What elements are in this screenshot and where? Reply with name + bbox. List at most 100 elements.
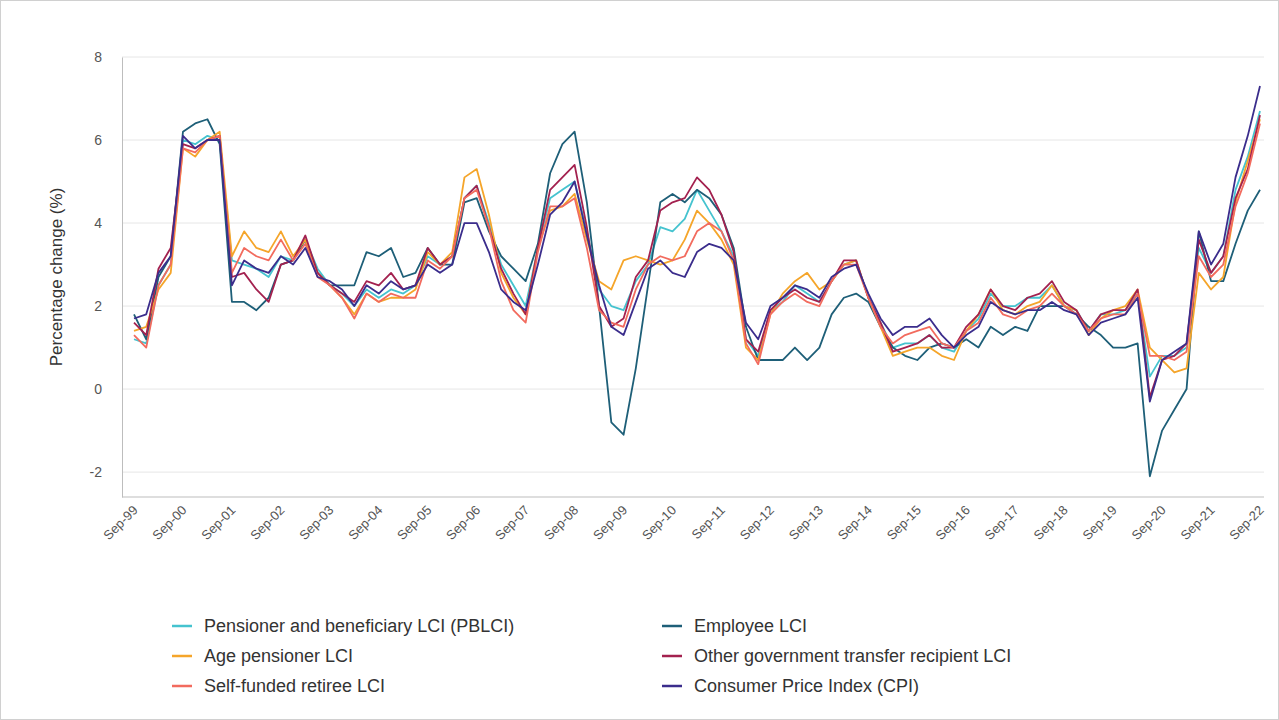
grid-line	[122, 306, 1264, 307]
x-tick-label: Sep-10	[639, 503, 679, 543]
x-tick-label: Sep-01	[198, 503, 238, 543]
x-tick-label: Sep-00	[149, 503, 189, 543]
x-tick: Sep-12	[737, 497, 777, 543]
x-axis: Sep-99Sep-00Sep-01Sep-02Sep-03Sep-04Sep-…	[100, 497, 1266, 543]
y-tick: 0	[94, 381, 122, 397]
grid-line	[122, 223, 1264, 224]
grid	[122, 57, 1264, 472]
y-tick-label: 4	[94, 215, 102, 231]
legend-swatch	[172, 685, 192, 688]
x-tick-label: Sep-08	[541, 503, 581, 543]
series-line	[134, 119, 1260, 476]
legend-swatch	[662, 625, 682, 628]
x-tick-label: Sep-13	[786, 503, 826, 543]
x-tick-label: Sep-19	[1080, 503, 1120, 543]
x-tick: Sep-14	[835, 497, 875, 543]
y-tick-label: 0	[94, 381, 102, 397]
x-tick-label: Sep-99	[100, 503, 140, 543]
x-tick: Sep-21	[1177, 497, 1217, 543]
x-tick: Sep-20	[1128, 497, 1168, 543]
y-axis: -2 0 2 4 6 8	[90, 49, 123, 498]
legend-label: Other government transfer recipient LCI	[694, 646, 1011, 666]
y-tick: 8	[94, 49, 122, 65]
y-axis-title: Percentage change (%)	[47, 188, 66, 367]
x-tick-label: Sep-09	[590, 503, 630, 543]
x-tick-label: Sep-06	[443, 503, 483, 543]
legend-item: Other government transfer recipient LCI	[662, 646, 1011, 666]
legend-swatch	[662, 655, 682, 658]
series-line	[134, 111, 1260, 377]
y-tick: -2	[90, 464, 122, 480]
x-tick-label: Sep-05	[394, 503, 434, 543]
y-tick: 4	[94, 215, 122, 231]
x-tick: Sep-13	[786, 497, 826, 543]
legend-swatch	[172, 655, 192, 658]
x-tick-label: Sep-22	[1226, 503, 1266, 543]
chart: -202468Sep-99Sep-00Sep-01Sep-02Sep-03Sep…	[0, 0, 1279, 720]
x-tick: Sep-00	[149, 497, 189, 543]
x-tick: Sep-18	[1031, 497, 1071, 543]
x-tick-label: Sep-21	[1177, 503, 1217, 543]
x-tick: Sep-15	[884, 497, 924, 543]
legend: Pensioner and beneficiary LCI (PBLCI) Emp…	[172, 616, 1011, 696]
legend-label: Consumer Price Index (CPI)	[694, 676, 919, 696]
x-tick-label: Sep-18	[1031, 503, 1071, 543]
y-tick-label: 6	[94, 132, 102, 148]
x-tick: Sep-22	[1226, 497, 1266, 543]
x-tick-label: Sep-03	[296, 503, 336, 543]
grid-line	[122, 140, 1264, 141]
x-tick-label: Sep-02	[247, 503, 287, 543]
x-tick: Sep-05	[394, 497, 434, 543]
y-axis-line	[122, 58, 123, 498]
x-tick: Sep-06	[443, 497, 483, 543]
legend-label: Age pensioner LCI	[204, 646, 353, 666]
legend-item: Employee LCI	[662, 616, 807, 636]
series-line	[134, 119, 1260, 372]
x-axis-line	[122, 497, 1264, 498]
y-tick-label: -2	[90, 464, 103, 480]
x-tick: Sep-07	[492, 497, 532, 543]
x-tick-label: Sep-16	[933, 503, 973, 543]
legend-swatch	[662, 685, 682, 688]
x-tick: Sep-08	[541, 497, 581, 543]
x-tick-label: Sep-04	[345, 503, 385, 543]
x-tick-label: Sep-14	[835, 503, 875, 543]
legend-swatch	[172, 625, 192, 628]
x-tick: Sep-04	[345, 497, 385, 543]
x-tick: Sep-01	[198, 497, 238, 543]
x-tick-label: Sep-12	[737, 503, 777, 543]
x-tick-label: Sep-17	[982, 503, 1022, 543]
legend-label: Self-funded retiree LCI	[204, 676, 385, 696]
legend-item: Age pensioner LCI	[172, 646, 353, 666]
x-tick: Sep-19	[1080, 497, 1120, 543]
x-tick: Sep-10	[639, 497, 679, 543]
x-tick: Sep-17	[982, 497, 1022, 543]
grid-line	[122, 57, 1264, 58]
x-tick-label: Sep-11	[689, 503, 729, 543]
series-line	[134, 115, 1260, 397]
x-tick: Sep-09	[590, 497, 630, 543]
y-tick-label: 2	[94, 298, 102, 314]
series-line	[134, 86, 1260, 401]
x-tick: Sep-99	[100, 497, 140, 543]
legend-label: Employee LCI	[694, 616, 807, 636]
x-tick-label: Sep-20	[1128, 503, 1168, 543]
frame	[1, 1, 1279, 720]
y-tick-label: 8	[94, 49, 102, 65]
grid-line	[122, 472, 1264, 473]
x-tick-label: Sep-15	[884, 503, 924, 543]
x-tick: Sep-16	[933, 497, 973, 543]
x-tick: Sep-02	[247, 497, 287, 543]
legend-item: Pensioner and beneficiary LCI (PBLCI)	[172, 616, 514, 636]
plot-area	[134, 86, 1260, 476]
legend-item: Self-funded retiree LCI	[172, 676, 385, 696]
grid-line	[122, 389, 1264, 390]
legend-label: Pensioner and beneficiary LCI (PBLCI)	[204, 616, 514, 636]
series-line	[134, 123, 1260, 364]
x-tick: Sep-03	[296, 497, 336, 543]
y-tick: 6	[94, 132, 122, 148]
x-tick-label: Sep-07	[492, 503, 532, 543]
x-tick: Sep-11	[689, 497, 729, 542]
y-tick: 2	[94, 298, 122, 314]
legend-item: Consumer Price Index (CPI)	[662, 676, 919, 696]
